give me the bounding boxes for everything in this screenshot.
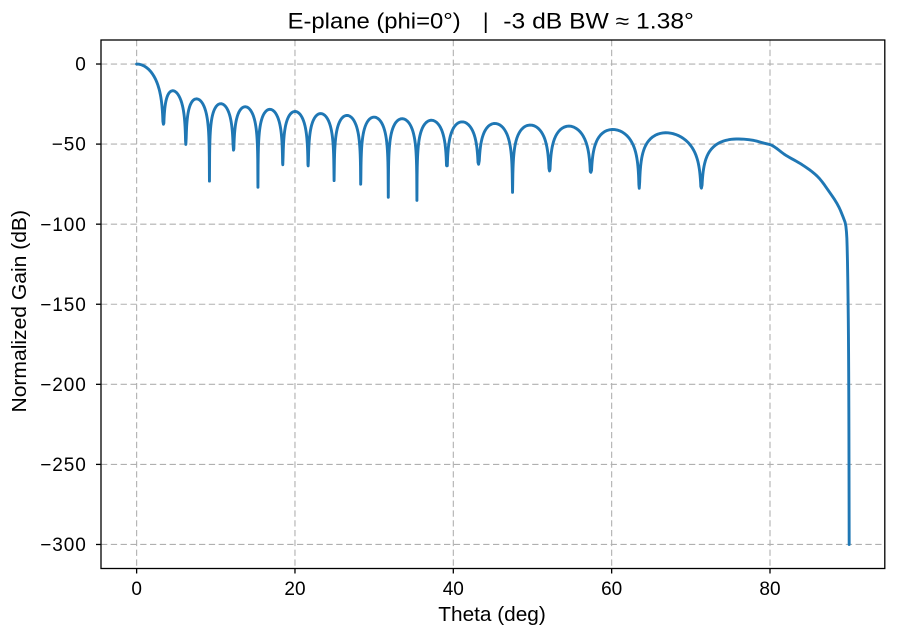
svg-text:20: 20 (284, 579, 305, 600)
svg-text:−150: −150 (40, 295, 86, 316)
svg-text:E-plane (phi=0°): E-plane (phi=0°) (288, 8, 461, 33)
svg-text:0: 0 (75, 55, 86, 76)
svg-text:40: 40 (443, 579, 464, 600)
svg-text:−200: −200 (40, 375, 86, 396)
svg-text:Theta (deg): Theta (deg) (438, 604, 546, 626)
svg-text:−250: −250 (40, 455, 86, 476)
svg-text:80: 80 (759, 579, 780, 600)
svg-text:0: 0 (131, 579, 142, 600)
svg-text:60: 60 (601, 579, 622, 600)
svg-text:-3 dB BW ≈ 1.38°: -3 dB BW ≈ 1.38° (503, 8, 694, 33)
svg-text:−300: −300 (40, 535, 86, 556)
svg-text:−50: −50 (52, 135, 87, 156)
svg-text:|: | (483, 8, 489, 33)
svg-text:Normalized Gain (dB): Normalized Gain (dB) (9, 210, 31, 413)
svg-text:−100: −100 (40, 215, 86, 236)
